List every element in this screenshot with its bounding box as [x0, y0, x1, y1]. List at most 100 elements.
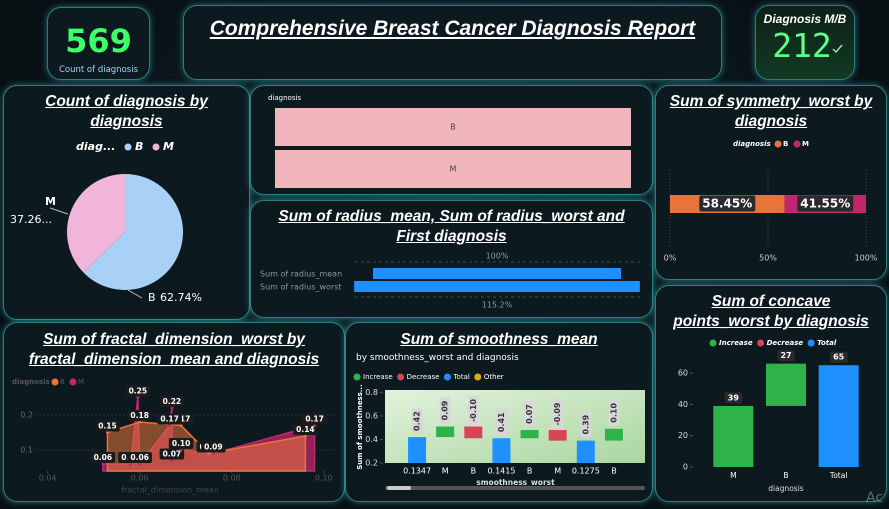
label-group: 0.17: [302, 413, 327, 425]
data-label: 0.42: [413, 411, 422, 431]
kpi-label: Count of diagnosis: [58, 65, 138, 75]
legend-label: Total: [817, 339, 837, 347]
point: [179, 448, 183, 452]
point: [303, 434, 307, 438]
title-card: Comprehensive Breast Cancer Diagnosis Re…: [183, 5, 722, 80]
bar: [436, 426, 455, 438]
point: [170, 459, 174, 462]
plot-background: [385, 390, 645, 463]
x-tick-label: B: [783, 471, 788, 480]
chart-title: Sum of concave points_worst by diagnosis: [673, 293, 869, 330]
data-label: -0.10: [469, 399, 478, 422]
bar: [275, 108, 631, 146]
legend-label: M: [78, 378, 84, 386]
label-box: [157, 413, 182, 425]
x-tick-label: 0.1347: [403, 467, 431, 476]
legend-dot: [709, 339, 717, 347]
scrollbar-thumb[interactable]: [387, 486, 411, 490]
legend-label: Increase: [719, 339, 753, 347]
label-group: 0.07: [524, 401, 536, 427]
x-tick-label: 50%: [759, 254, 777, 263]
data-label: 0.10: [609, 403, 618, 423]
label-box: [830, 351, 848, 363]
legend-dot: [124, 143, 132, 151]
bar: [576, 440, 595, 463]
label-group: 0.39: [580, 411, 592, 438]
check-icon: [832, 44, 843, 54]
y-tick-label: 0.2: [365, 459, 378, 468]
legend-dot: [757, 339, 765, 347]
label-group: -0.09: [552, 399, 564, 429]
label-box: [90, 452, 116, 463]
legend-dot: [51, 378, 59, 386]
bar-label: M: [450, 165, 457, 174]
legend-label: Decrease: [407, 373, 440, 381]
point: [168, 424, 172, 427]
data-label: 0.17: [160, 415, 179, 424]
data-label: 0.14: [296, 425, 315, 434]
kpi-card: Diagnosis M/B 212: [755, 5, 855, 80]
legend-label: Other: [484, 373, 504, 381]
label-box: [95, 420, 120, 432]
legend-label: Total: [452, 373, 469, 381]
point: [313, 424, 317, 427]
label-box: [302, 413, 327, 425]
label-box: [293, 424, 318, 435]
x-tick-label: 0.1415: [487, 467, 515, 476]
data-label: 100%: [486, 252, 509, 261]
chart-title: Sum of smoothness_mean: [400, 331, 598, 348]
data-label: 62.74%: [160, 291, 202, 304]
label-box: [201, 441, 226, 453]
label-group: 41.55%: [797, 195, 854, 212]
label-box: [580, 411, 592, 438]
chart-title: Sum of fractal_dimension_worst by fracta…: [28, 331, 320, 368]
pie-slice: [66, 174, 125, 273]
bar: [818, 365, 859, 467]
label-group: 58.45%: [699, 195, 756, 212]
label-group: 39: [724, 392, 743, 404]
label-box: [608, 399, 620, 426]
label-group: 0.42: [411, 408, 423, 434]
label-box: [777, 350, 795, 362]
data-label: 41.55%: [800, 197, 850, 211]
data-label: 0.15: [98, 422, 117, 431]
point: [211, 452, 215, 455]
y-axis-label: Sum of smoothness...: [356, 384, 364, 470]
bar: [548, 430, 567, 441]
funnel-bar: [354, 281, 640, 292]
chart-subtitle: by smoothness_worst and diagnosis: [356, 353, 519, 363]
data-label: -0.09: [553, 402, 562, 425]
point: [105, 431, 109, 434]
data-label: 37.26...: [10, 213, 52, 226]
data-label: 0.18: [130, 411, 149, 420]
label-box: [159, 448, 185, 460]
bar: [408, 437, 427, 463]
y-tick-label: 60: [678, 369, 688, 378]
label-box: [439, 397, 451, 424]
label-box: [168, 438, 194, 449]
point: [136, 396, 140, 399]
data-label: 58.45%: [702, 197, 752, 211]
legend-dot: [793, 140, 801, 148]
legend-dot: [152, 143, 160, 151]
point: [128, 462, 132, 466]
label-group: 0.18: [127, 410, 152, 421]
legend-dot: [474, 373, 482, 381]
data-label: 0.09: [204, 443, 223, 452]
y-tick-label: 0.6: [365, 411, 378, 420]
label-group: 0.10: [168, 438, 194, 449]
label-box: [467, 395, 479, 426]
label-group: 0.06: [127, 452, 152, 463]
x-tick-label: B: [611, 467, 617, 476]
legend-title: diagnosis: [733, 140, 771, 148]
label-group: 0.14: [293, 424, 318, 435]
chart-title: Sum of radius_mean, Sum of radius_worst …: [278, 208, 625, 245]
data-label: 0.07: [163, 450, 182, 459]
label-group: 0.07: [159, 448, 185, 460]
legend-dot: [69, 378, 77, 386]
y-tick-label: 40: [678, 400, 688, 409]
kpi-title: Diagnosis M/B: [763, 12, 847, 26]
legend-label: Decrease: [767, 339, 804, 347]
label-group: 0.06: [90, 452, 116, 463]
